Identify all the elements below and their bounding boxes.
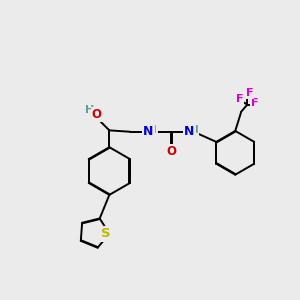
- Text: F: F: [251, 98, 259, 108]
- Text: H: H: [148, 125, 157, 135]
- Text: F: F: [236, 94, 243, 104]
- Text: F: F: [245, 88, 253, 98]
- Text: O: O: [92, 108, 102, 121]
- Text: N: N: [143, 125, 154, 138]
- Text: O: O: [167, 146, 177, 158]
- Text: H: H: [85, 105, 94, 115]
- Text: N: N: [184, 125, 195, 138]
- Text: S: S: [101, 227, 111, 240]
- Text: H: H: [190, 125, 198, 135]
